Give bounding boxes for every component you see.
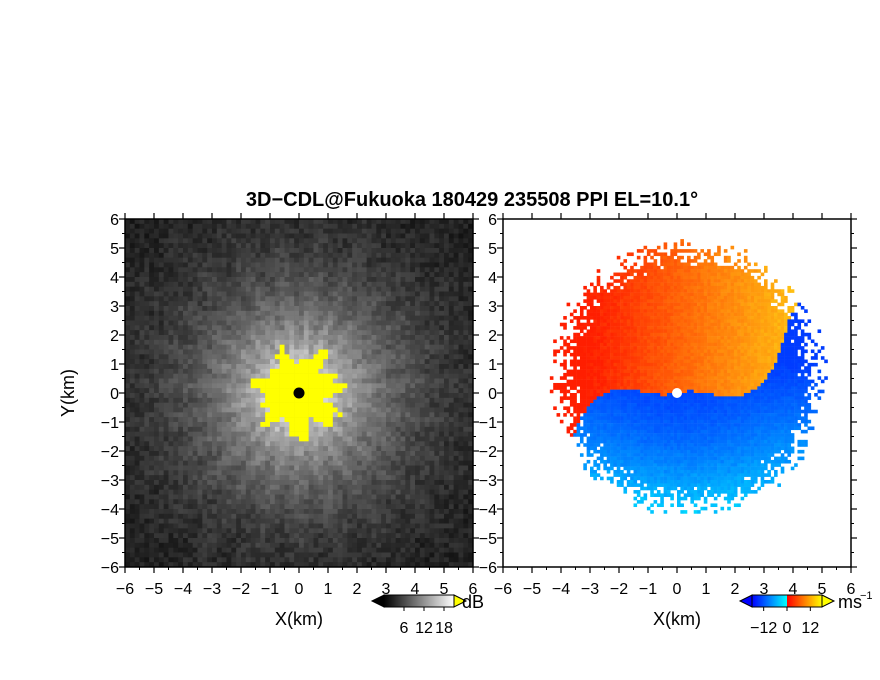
velocity-x-label: X(km) [653,609,701,629]
x-tick-label: −1 [639,581,657,598]
radar-site-marker [293,387,305,399]
y-tick-label: 3 [110,299,119,316]
velocity-colorbar-unit: ms [838,592,862,612]
intensity-colorbar-under [370,594,385,608]
x-tick-label: −3 [203,581,221,598]
x-tick-label: 4 [789,581,798,598]
y-tick-label: 2 [488,328,497,345]
y-tick-label: −6 [479,560,497,577]
x-tick-label: 5 [440,581,449,598]
x-tick-label: −2 [232,581,250,598]
velocity-colorbar-over [821,594,836,608]
velocity-colorbar-unit-exponent: −1 [860,590,873,602]
y-tick-label: −1 [479,415,497,432]
colorbar-tick-label: 6 [400,620,409,637]
velocity-field [503,219,851,567]
colorbar-tick-label: 12 [415,620,433,637]
colorbar-tick-label: 18 [435,620,453,637]
intensity-colorbar-unit: dB [462,592,484,612]
figure-title: 3D−CDL@Fukuoka 180429 235508 PPI EL=10.1… [246,189,698,211]
y-tick-label: −1 [101,415,119,432]
x-tick-label: 1 [324,581,333,598]
colorbar-tick-label: −12 [750,620,777,637]
intensity-ticks: −6 −5 −4 −3 −2 −1 0 1 2 3 4 5 6 −6 −5 −4 −3 −2 −1 0 1 2 3 4 5 6 [101,212,479,598]
intensity-colorbar-bar [383,594,455,608]
y-tick-label: −6 [101,560,119,577]
velocity-ticks: −6 −5 −4 −3 −2 −1 0 1 2 3 4 5 6 −6 −5 −4 −3 −2 −1 0 1 2 3 4 5 6 [479,212,857,598]
y-tick-label: 6 [110,212,119,229]
x-tick-label: 2 [353,581,362,598]
colorbar-tick-label: 0 [783,620,792,637]
x-tick-label: 6 [469,581,478,598]
y-tick-label: 3 [488,299,497,316]
y-tick-label: −3 [479,473,497,490]
x-tick-label: 0 [295,581,304,598]
intensity-field [125,219,473,567]
x-tick-label: 2 [731,581,740,598]
y-tick-label: 6 [488,212,497,229]
y-tick-label: −2 [479,444,497,461]
x-tick-label: 3 [760,581,769,598]
y-tick-label: 0 [110,386,119,403]
x-tick-label: −5 [523,581,541,598]
velocity-colorbar-under [738,594,753,608]
x-tick-label: −3 [581,581,599,598]
velocity-colorbar-bar [751,594,823,608]
intensity-y-label: Y(km) [58,369,78,417]
radar-site-marker-velocity [672,388,682,398]
x-tick-label: 6 [847,581,856,598]
x-tick-label: 0 [673,581,682,598]
y-tick-label: −5 [479,531,497,548]
colorbar-tick-label: 12 [801,620,819,637]
x-tick-label: −1 [261,581,279,598]
y-tick-label: 2 [110,328,119,345]
y-tick-label: −5 [101,531,119,548]
velocity-colorbar: −12 0 12 ms −1 [738,590,873,637]
intensity-colorbar-over [453,594,468,608]
intensity-colorbar: 6 12 18 dB [370,592,484,637]
y-tick-label: −3 [101,473,119,490]
x-tick-label: −2 [610,581,628,598]
y-tick-label: 5 [488,241,497,258]
x-tick-label: −4 [552,581,570,598]
x-tick-label: −6 [116,581,134,598]
y-tick-label: 4 [488,270,497,287]
y-tick-label: −4 [101,502,119,519]
y-tick-label: −4 [479,502,497,519]
y-tick-label: 1 [110,357,119,374]
y-tick-label: 1 [488,357,497,374]
x-tick-label: −6 [494,581,512,598]
x-tick-label: 3 [382,581,391,598]
intensity-x-label: X(km) [275,609,323,629]
x-tick-label: −4 [174,581,192,598]
y-tick-label: 0 [488,386,497,403]
x-tick-label: 4 [411,581,420,598]
y-tick-label: 4 [110,270,119,287]
x-tick-label: −5 [145,581,163,598]
y-tick-label: −2 [101,444,119,461]
x-tick-label: 5 [818,581,827,598]
y-tick-label: 5 [110,241,119,258]
x-tick-label: 1 [702,581,711,598]
